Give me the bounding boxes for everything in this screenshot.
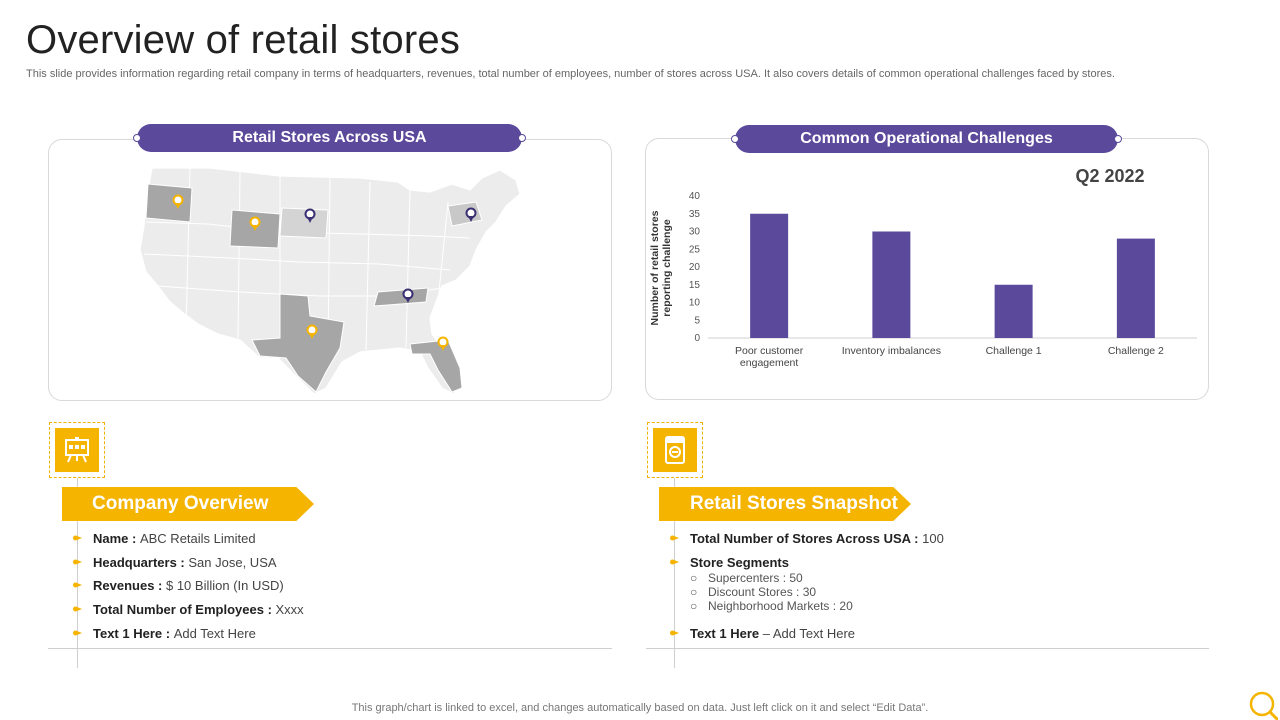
bar-4	[1116, 238, 1155, 338]
headquarters-label: Headquarters :	[93, 555, 189, 570]
page-subtitle: This slide provides information regardin…	[26, 68, 1115, 80]
segment-supercenters: Supercenters : 50	[708, 571, 803, 585]
challenges-bar-chart[interactable]: Q2 2022 0 5 10 15 20 25 30 35 40 Number of retail …	[645, 160, 1209, 385]
x-tick-label: Poor customer engagement	[735, 345, 804, 369]
state-tennessee	[373, 287, 429, 307]
segment-item: ○ Supercenters : 50	[690, 571, 803, 585]
arrow-bullet-icon	[670, 559, 679, 565]
x-tick-label: Inventory imbalances	[842, 345, 941, 357]
map-panel-header-label: Retail Stores Across USA	[232, 129, 427, 146]
arrow-bullet-icon	[670, 630, 679, 636]
total-stores-value: 100	[922, 531, 944, 546]
arrow-bullet-icon	[73, 535, 82, 541]
company-name-label: Name :	[93, 531, 140, 546]
y-tick-label: 20	[689, 262, 701, 273]
chart-title: Q2 2022	[1075, 166, 1144, 186]
segment-item: ○ Neighborhood Markets : 20	[690, 599, 853, 613]
usa-map[interactable]	[130, 162, 530, 398]
arrow-bullet-icon	[73, 606, 82, 612]
circle-bullet-icon: ○	[690, 585, 698, 599]
search-icon[interactable]	[1246, 688, 1278, 720]
divider	[674, 478, 675, 668]
y-tick-label: 10	[689, 298, 701, 309]
connector-dot	[731, 135, 739, 143]
circle-bullet-icon: ○	[690, 571, 698, 585]
text-1-label: Text 1 Here :	[93, 626, 174, 641]
arrow-bullet-icon	[73, 630, 82, 636]
list-item: Total Number of Employees : Xxxx	[73, 602, 304, 617]
x-tick-label: Challenge 1	[986, 345, 1042, 357]
state-south-dakota	[279, 207, 329, 239]
list-item: Name : ABC Retails Limited	[73, 531, 256, 546]
store-segments-label: Store Segments	[690, 555, 789, 570]
connector-dot	[518, 134, 526, 142]
company-name-value: ABC Retails Limited	[139, 531, 256, 546]
text-1-label: Text 1 Here	[690, 626, 760, 641]
state-texas	[251, 293, 345, 393]
map-pin-wyoming[interactable]	[249, 216, 261, 232]
state-florida	[409, 339, 463, 393]
y-tick-label: 40	[689, 191, 701, 202]
y-tick-label: 25	[689, 244, 701, 255]
circle-bullet-icon: ○	[690, 599, 698, 613]
employees-value: Xxxx	[275, 602, 304, 617]
divider	[646, 648, 1209, 649]
divider	[77, 478, 78, 668]
footer-note: This graph/chart is linked to excel, and…	[351, 702, 929, 714]
map-pin-tennessee[interactable]	[402, 288, 414, 304]
retail-stores-snapshot-banner: Retail Stores Snapshot	[659, 487, 911, 521]
segment-item: ○ Discount Stores : 30	[690, 585, 816, 599]
chart-panel-header: Common Operational Challenges	[731, 125, 1122, 153]
map-pin-south-dakota[interactable]	[304, 208, 316, 224]
y-tick-label: 30	[689, 227, 701, 238]
y-axis-label: Number of retail storesreporting challen…	[649, 210, 673, 325]
map-pin-texas[interactable]	[306, 324, 318, 340]
y-tick-label: 5	[694, 315, 700, 326]
list-item: Text 1 Here : Add Text Here	[73, 626, 256, 641]
map-pin-florida[interactable]	[437, 336, 449, 352]
connector-dot	[1114, 135, 1122, 143]
list-item: Revenues : $ 10 Billion (In USD)	[73, 578, 284, 593]
divider	[48, 648, 612, 649]
connector-dot	[133, 134, 141, 142]
total-stores-label: Total Number of Stores Across USA :	[690, 531, 923, 546]
bar-1	[750, 213, 789, 338]
y-tick-label: 15	[689, 280, 701, 291]
company-overview-banner: Company Overview	[62, 487, 314, 521]
page-title: Overview of retail stores	[26, 18, 461, 62]
text-1-value: – Add Text Here	[759, 626, 856, 641]
state-oregon	[145, 183, 193, 223]
list-item: Text 1 Here – Add Text Here	[670, 626, 856, 641]
store-icon	[647, 422, 703, 478]
list-item: Total Number of Stores Across USA : 100	[670, 531, 944, 546]
y-tick-label: 35	[689, 209, 701, 220]
text-1-value: Add Text Here	[173, 626, 256, 641]
revenues-value: $ 10 Billion (In USD)	[165, 578, 284, 593]
chart-panel-header-label: Common Operational Challenges	[800, 130, 1053, 147]
employees-label: Total Number of Employees :	[93, 602, 276, 617]
presentation-board-icon	[49, 422, 105, 478]
bar-3	[994, 284, 1033, 338]
list-item: Headquarters : San Jose, USA	[73, 555, 277, 570]
map-pin-new-york[interactable]	[465, 207, 477, 223]
bar-2	[872, 231, 911, 338]
revenues-label: Revenues :	[93, 578, 166, 593]
y-tick-label: 0	[694, 333, 700, 344]
map-panel-header: Retail Stores Across USA	[133, 124, 526, 152]
headquarters-value: San Jose, USA	[188, 555, 277, 570]
arrow-bullet-icon	[73, 559, 82, 565]
segment-discount-stores: Discount Stores : 30	[708, 585, 817, 599]
arrow-bullet-icon	[670, 535, 679, 541]
segment-neighborhood-markets: Neighborhood Markets : 20	[708, 599, 853, 613]
map-pin-oregon[interactable]	[172, 182, 184, 209]
list-item: Store Segments	[670, 555, 789, 570]
x-tick-label: Challenge 2	[1108, 345, 1164, 357]
chart-panel	[645, 138, 1209, 400]
arrow-bullet-icon	[73, 582, 82, 588]
state-new-york	[447, 201, 483, 227]
